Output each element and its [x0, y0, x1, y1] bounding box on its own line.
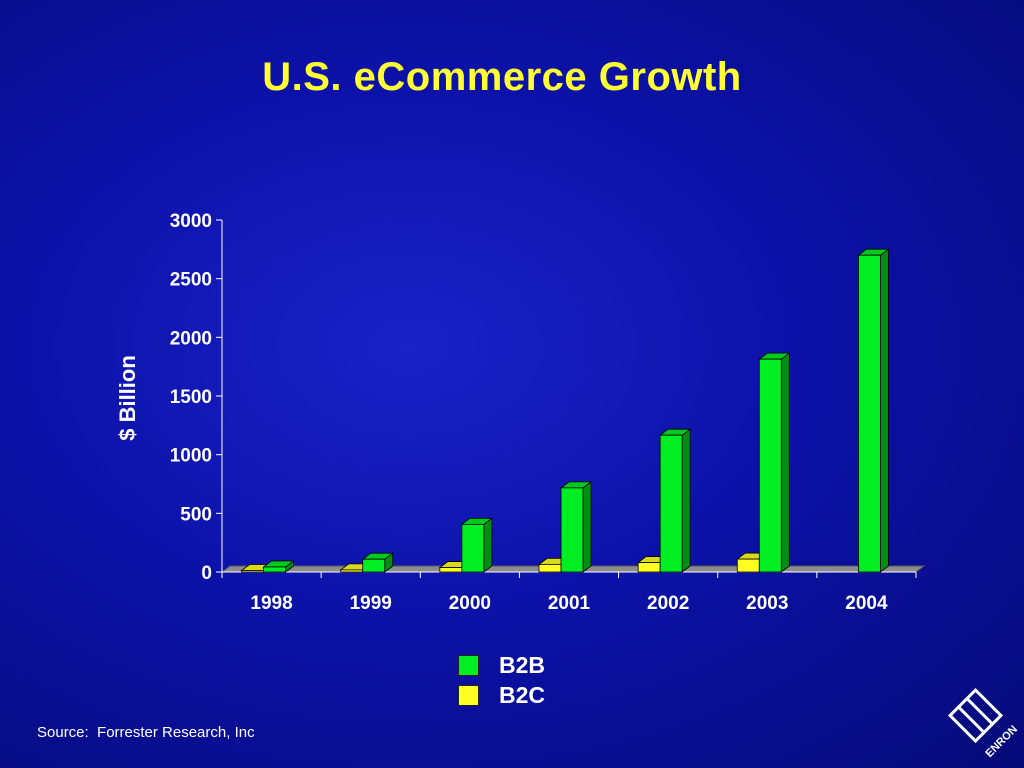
legend-label-b2b: B2B — [499, 651, 546, 678]
x-tick-label: 1999 — [350, 593, 392, 614]
legend: B2B B2C — [458, 650, 545, 710]
b2c-swatch — [458, 684, 479, 706]
y-tick-label: 2000 — [170, 328, 212, 349]
bar-b2b-1999 — [361, 552, 394, 573]
y-tick-label: 2500 — [170, 270, 212, 291]
enron-logo: ENRON — [947, 687, 1020, 760]
bar-b2b-2003 — [758, 352, 791, 573]
y-tick-label: 1000 — [170, 446, 212, 467]
bar-b2b-2004 — [857, 248, 890, 573]
x-tick-label: 2003 — [746, 593, 788, 614]
x-tick-label: 2001 — [548, 593, 591, 614]
bar-b2b-2000 — [460, 517, 494, 573]
y-tick-label: 3000 — [170, 211, 212, 232]
x-tick-label: 2000 — [449, 593, 491, 614]
chart-title: U.S. eCommerce Growth — [262, 55, 742, 99]
source-note: Source: Forrester Research, Inc — [37, 724, 255, 741]
b2b-swatch — [458, 654, 479, 676]
legend-label-b2c: B2C — [499, 681, 546, 708]
x-tick-label: 1998 — [250, 593, 292, 614]
y-tick-label: 500 — [180, 504, 212, 525]
bar-b2b-1998 — [262, 560, 295, 573]
bar-b2b-2001 — [559, 481, 593, 573]
y-tick-label: 1500 — [170, 387, 212, 408]
x-tick-label: 2004 — [845, 593, 888, 614]
bar-b2b-2002 — [658, 428, 692, 573]
y-axis-label: $ Billion — [115, 355, 140, 441]
legend-item-b2b: B2B — [458, 650, 545, 680]
y-tick-label: 0 — [201, 563, 212, 584]
x-tick-label: 2002 — [647, 593, 689, 614]
legend-item-b2c: B2C — [458, 680, 545, 710]
